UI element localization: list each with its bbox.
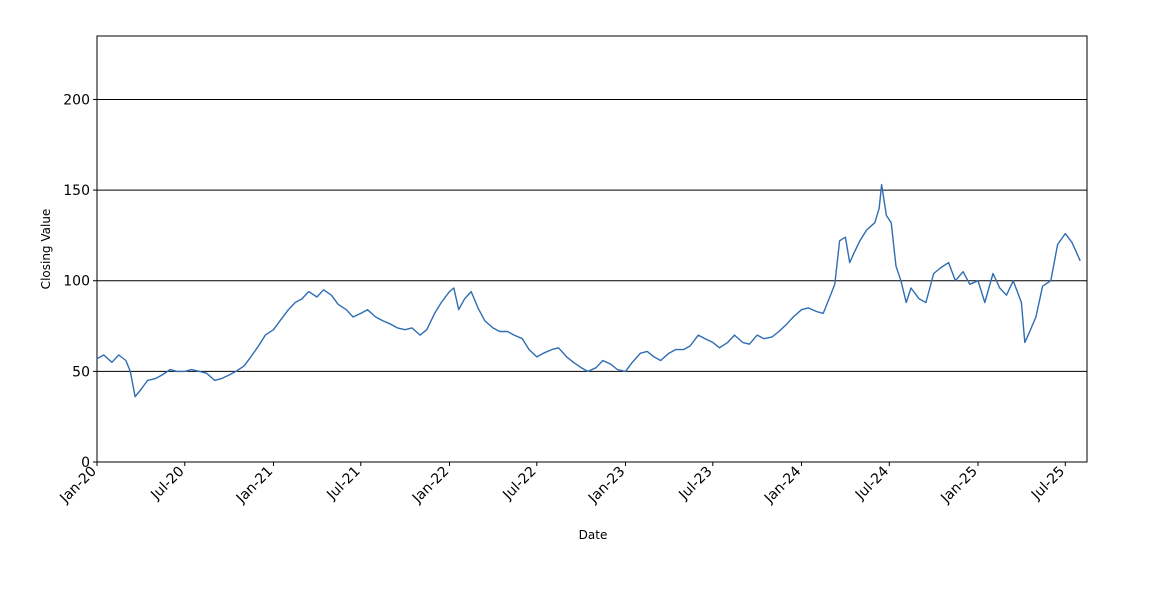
plot-frame [96,35,1088,463]
y-axis-title: Closing Value [39,209,53,290]
y-tick-label: 150 [63,183,90,199]
y-tick-label: 50 [72,364,90,380]
series-line [96,183,1081,398]
y-tick-label: 100 [63,274,90,290]
y-tick-label: 0 [81,455,90,471]
gridlines [97,98,1087,372]
y-tick-label: 200 [63,92,90,108]
series-layer [96,183,1081,398]
x-axis-title: Date [579,528,608,542]
y-axis: 0 50 100 150 200 [63,92,97,471]
